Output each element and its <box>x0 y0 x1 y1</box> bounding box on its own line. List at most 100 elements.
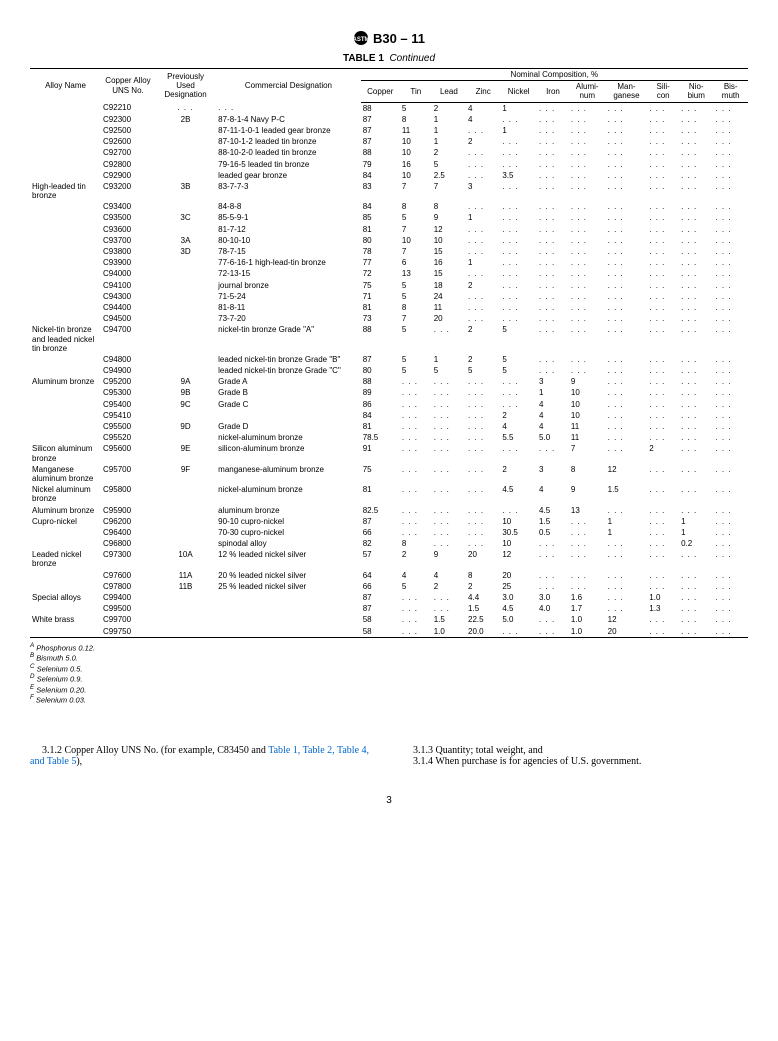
cell-bi: . . . <box>713 125 748 136</box>
cell-ni: . . . <box>500 181 537 201</box>
cell-fe: . . . <box>537 614 569 625</box>
cell-comm: 84-8-8 <box>216 201 361 212</box>
table-row: C9950087. . .. . .1.54.54.01.7. . .1.3. … <box>30 603 748 614</box>
cell-ni: 4.5 <box>500 484 537 504</box>
cell-si: . . . <box>647 201 679 212</box>
cell-mn: . . . <box>606 313 648 324</box>
cell-nb: . . . <box>679 147 713 158</box>
cell-al: 11 <box>569 432 606 443</box>
table-row: C96800spinodal alloy828. . .. . .10. . .… <box>30 538 748 549</box>
cell-bi: . . . <box>713 443 748 463</box>
cell-al: . . . <box>569 302 606 313</box>
cell-sn: 5 <box>400 291 432 302</box>
cell-prev <box>155 603 216 614</box>
cell-mn: 20 <box>606 626 648 638</box>
cell-si: . . . <box>647 246 679 257</box>
cell-si: . . . <box>647 280 679 291</box>
cell-cu: 72 <box>361 268 400 279</box>
cell-bi: . . . <box>713 410 748 421</box>
cell-nb: . . . <box>679 354 713 365</box>
cell-al: 10 <box>569 387 606 398</box>
footnote: D Selenium 0.9. <box>30 673 748 684</box>
cell-al: 11 <box>569 421 606 432</box>
cell-ni: 2 <box>500 410 537 421</box>
cell-uns: C95300 <box>101 387 155 398</box>
cell-cu: 88 <box>361 376 400 387</box>
cell-sn: 7 <box>400 224 432 235</box>
cell-si: . . . <box>647 313 679 324</box>
cell-ni: . . . <box>500 443 537 463</box>
cell-zn: 1.5 <box>466 603 500 614</box>
cell-mn: . . . <box>606 549 648 569</box>
cell-pb: . . . <box>432 603 466 614</box>
cell-nb: . . . <box>679 484 713 504</box>
cell-nb: . . . <box>679 313 713 324</box>
cell-bi: . . . <box>713 246 748 257</box>
cell-uns: C96200 <box>101 516 155 527</box>
cell-sn: . . . <box>400 603 432 614</box>
cell-pb: . . . <box>432 324 466 354</box>
cell-nb: . . . <box>679 302 713 313</box>
cell-zn: . . . <box>466 313 500 324</box>
cell-mn: . . . <box>606 354 648 365</box>
cell-comm <box>216 592 361 603</box>
col-prev: Previously Used Designation <box>155 69 216 103</box>
cell-nb: . . . <box>679 410 713 421</box>
cell-si: . . . <box>647 505 679 516</box>
cell-nb: . . . <box>679 399 713 410</box>
cell-pb: . . . <box>432 592 466 603</box>
cell-fe: 4 <box>537 410 569 421</box>
cell-al: . . . <box>569 246 606 257</box>
cell-pb: . . . <box>432 538 466 549</box>
cell-sn: . . . <box>400 614 432 625</box>
cell-bi: . . . <box>713 399 748 410</box>
cell-comm: Grade D <box>216 421 361 432</box>
cell-prev: 2B <box>155 114 216 125</box>
cell-fe: . . . <box>537 159 569 170</box>
cell-comm: 88-10-2-0 leaded tin bronze <box>216 147 361 158</box>
cell-fe: . . . <box>537 538 569 549</box>
cell-zn: . . . <box>466 376 500 387</box>
cell-uns: C97800 <box>101 581 155 592</box>
cell-cu: 80 <box>361 235 400 246</box>
cell-nb: 1 <box>679 527 713 538</box>
cell-bi: . . . <box>713 302 748 313</box>
cell-alloy <box>30 365 101 376</box>
cell-zn: . . . <box>466 170 500 181</box>
cell-si: . . . <box>647 464 679 484</box>
cell-alloy <box>30 626 101 638</box>
table-row: C923002B87-8-1-4 Navy P-C87814. . .. . .… <box>30 114 748 125</box>
cell-comm <box>216 410 361 421</box>
cell-cu: 66 <box>361 527 400 538</box>
cell-si: . . . <box>647 484 679 504</box>
cell-al: . . . <box>569 291 606 302</box>
cell-sn: 5 <box>400 280 432 291</box>
cell-nb: . . . <box>679 159 713 170</box>
table-label: TABLE 1 <box>343 53 384 64</box>
cell-cu: 86 <box>361 399 400 410</box>
footnote-sup: A <box>30 642 34 649</box>
cell-prev <box>155 354 216 365</box>
cell-sn: . . . <box>400 516 432 527</box>
cell-sn: 8 <box>400 538 432 549</box>
cell-zn: 1 <box>466 212 500 223</box>
cell-uns: C93900 <box>101 257 155 268</box>
cell-al: . . . <box>569 538 606 549</box>
cell-mn: 12 <box>606 464 648 484</box>
cell-fe: . . . <box>537 170 569 181</box>
cell-comm: 87-11-1-0-1 leaded gear bronze <box>216 125 361 136</box>
cell-pb: 12 <box>432 224 466 235</box>
cell-sn: 7 <box>400 181 432 201</box>
table-row: C9260087-10-1-2 leaded tin bronze871012.… <box>30 136 748 147</box>
cell-uns: C95500 <box>101 421 155 432</box>
cell-zn: 2 <box>466 136 500 147</box>
cell-si: . . . <box>647 516 679 527</box>
cell-fe: . . . <box>537 224 569 235</box>
cell-prev <box>155 527 216 538</box>
cell-sn: 7 <box>400 246 432 257</box>
cell-si: . . . <box>647 114 679 125</box>
col-uns: Copper Alloy UNS No. <box>101 69 155 103</box>
cell-nb: . . . <box>679 464 713 484</box>
cell-mn: . . . <box>606 246 648 257</box>
cell-comm: . . . <box>216 102 361 114</box>
